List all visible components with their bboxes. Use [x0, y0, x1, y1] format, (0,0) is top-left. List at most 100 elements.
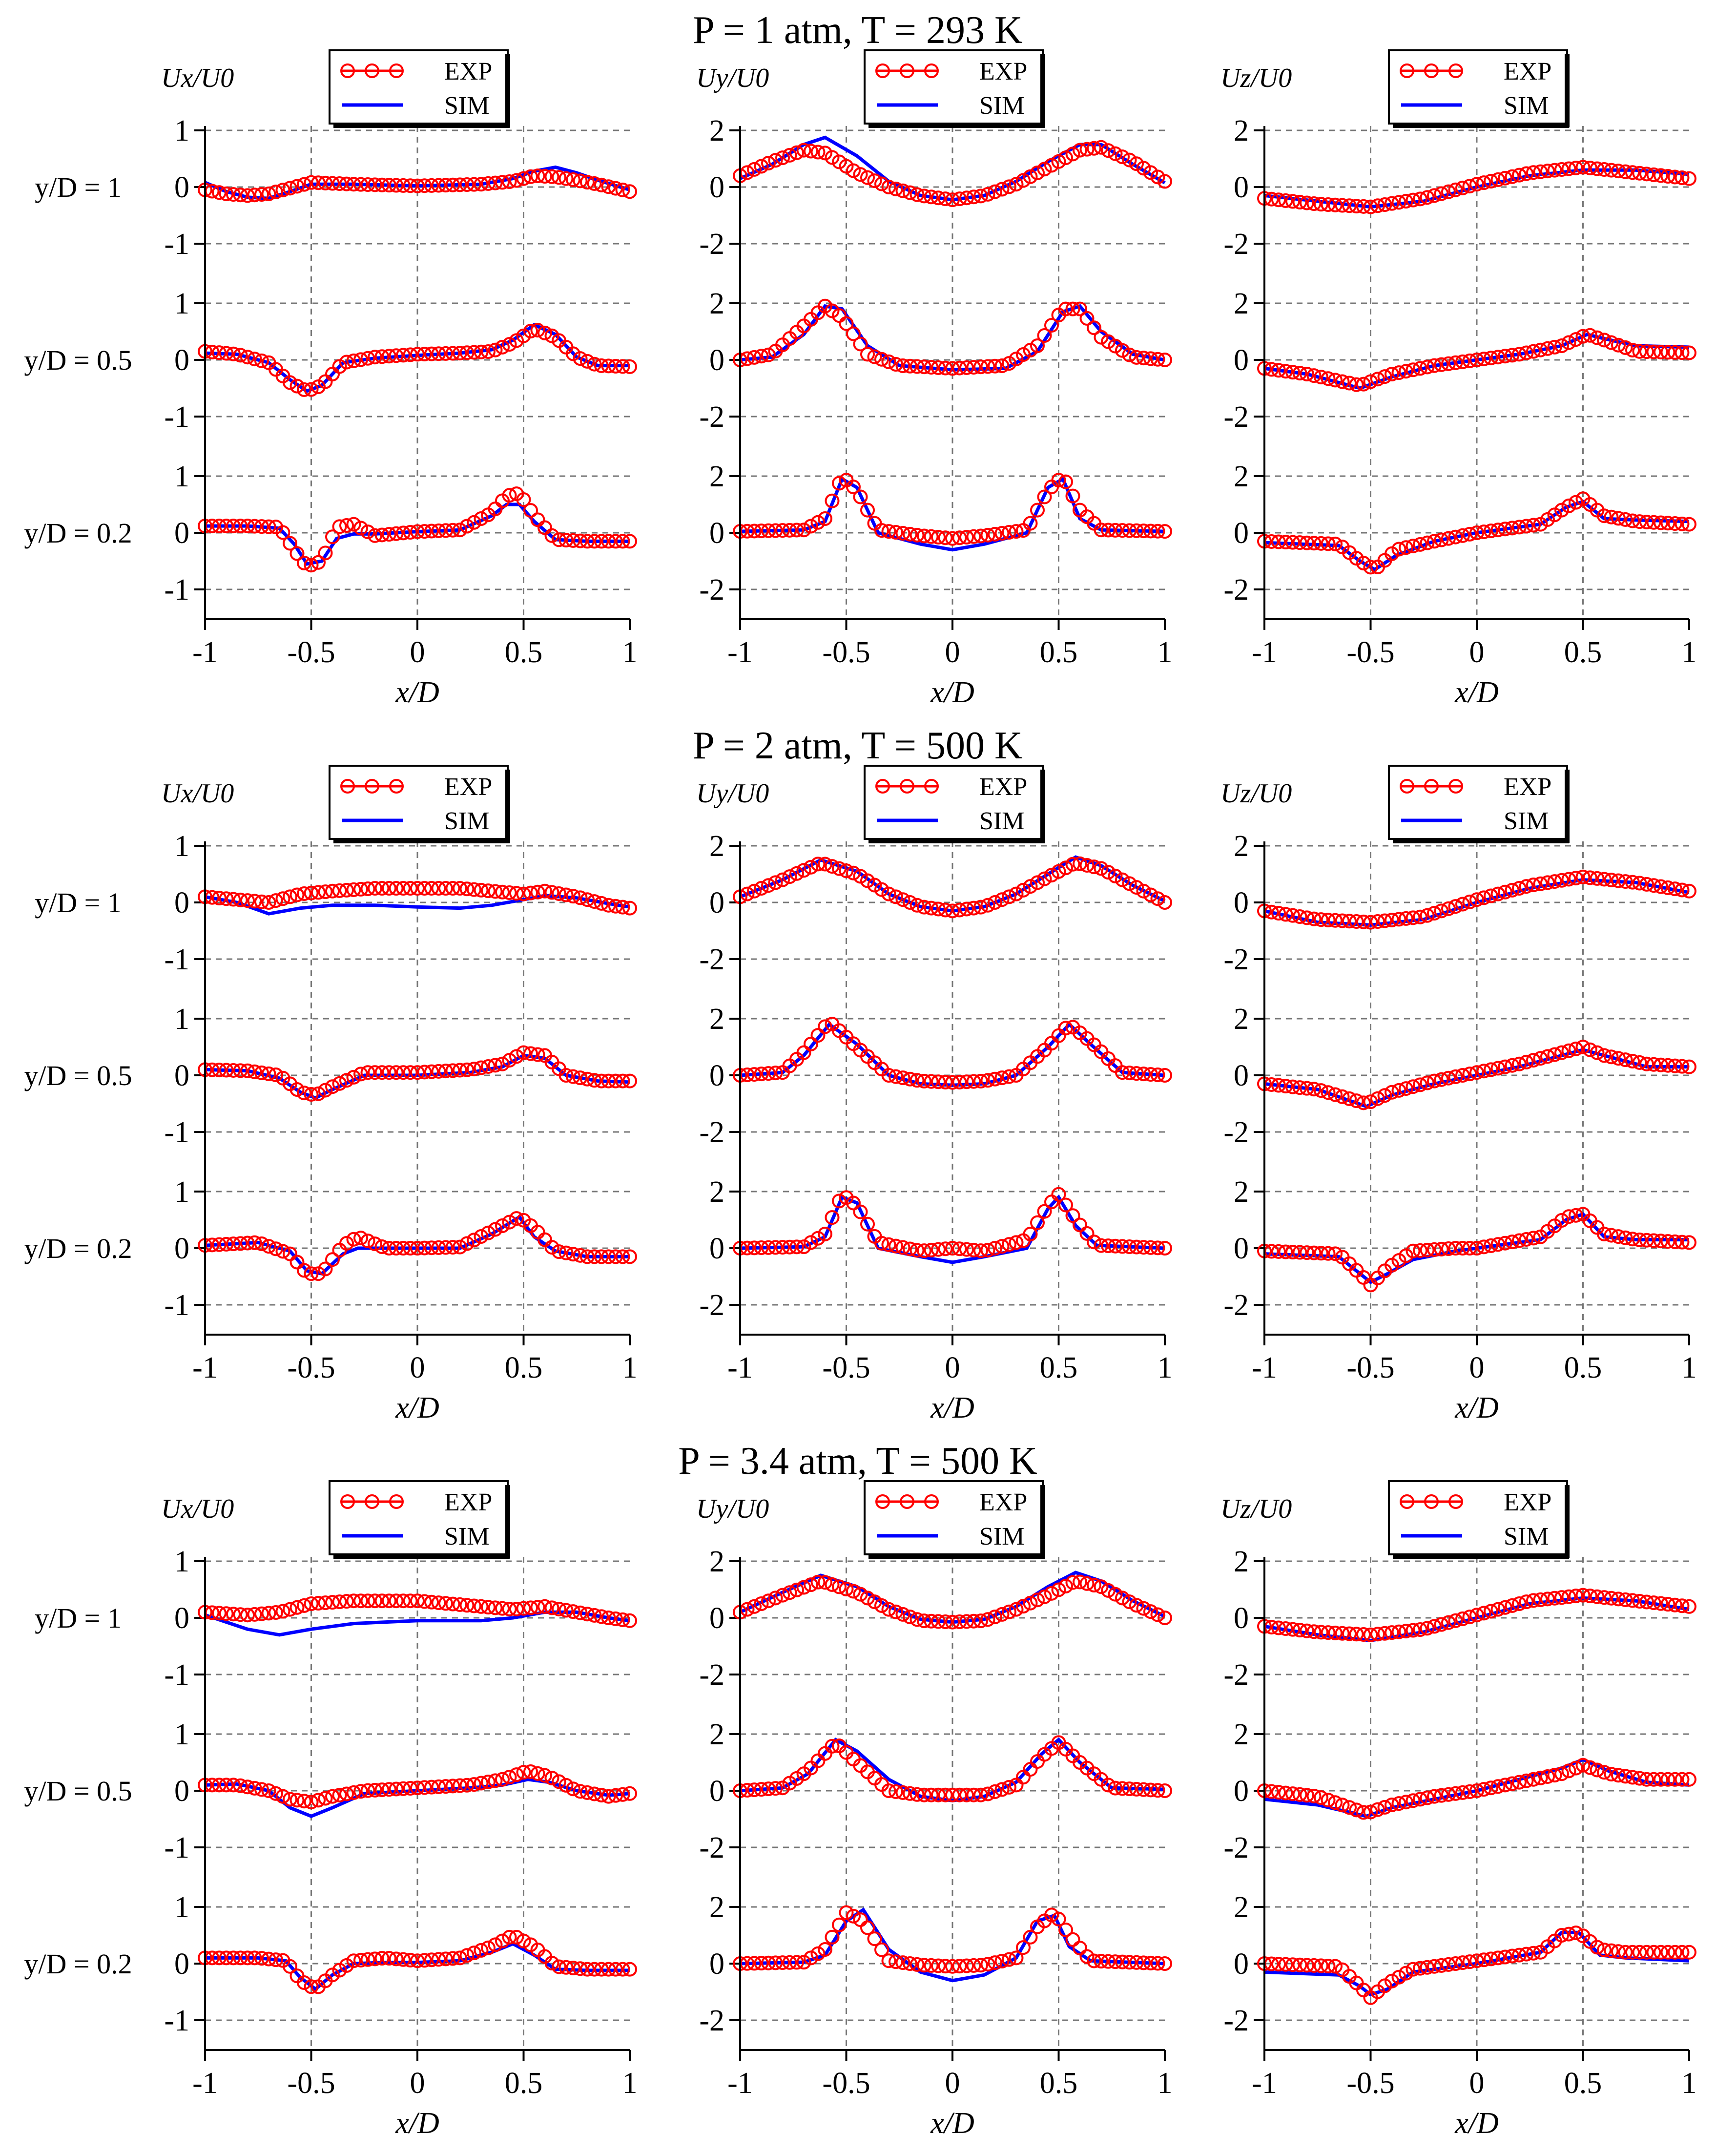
- exp-marker: [424, 881, 439, 896]
- exp-marker: [233, 1950, 248, 1966]
- exp-marker: [594, 358, 609, 373]
- exp-marker: [1115, 523, 1130, 538]
- exp-marker: [895, 1785, 910, 1800]
- exp-marker: [1632, 1945, 1647, 1960]
- y-tick-label: -2: [699, 1289, 724, 1322]
- exp-marker: [1569, 1926, 1583, 1941]
- exp-marker: [1349, 914, 1364, 929]
- exp-marker: [431, 1064, 446, 1079]
- exp-marker: [1328, 1795, 1343, 1810]
- exp-marker: [1037, 1589, 1052, 1604]
- exp-marker: [1420, 1790, 1435, 1805]
- exp-marker: [988, 1071, 1002, 1087]
- panel-group-title: P = 3.4 atm, T = 500 K: [678, 1440, 1037, 1483]
- exp-marker: [283, 536, 297, 551]
- exp-marker: [608, 1962, 623, 1977]
- exp-marker: [1427, 1073, 1442, 1088]
- exp-marker: [538, 883, 552, 899]
- exp-marker: [804, 1577, 818, 1592]
- exp-marker: [1561, 1589, 1576, 1604]
- exp-marker: [261, 1951, 276, 1967]
- exp-marker: [966, 1958, 981, 1973]
- exp-marker: [931, 1958, 946, 1973]
- exp-marker: [1505, 1235, 1520, 1250]
- exp-marker: [1399, 1795, 1413, 1810]
- exp-marker: [945, 1075, 960, 1090]
- exp-marker: [289, 1600, 305, 1615]
- exp-marker: [396, 1952, 411, 1967]
- exp-marker: [1547, 874, 1562, 889]
- exp-marker: [1540, 1591, 1555, 1607]
- exp-marker: [580, 1607, 595, 1622]
- exp-marker: [226, 519, 241, 534]
- exp-marker: [839, 1905, 854, 1920]
- exp-marker: [1108, 1238, 1123, 1254]
- row-label: y/D = 1: [35, 887, 122, 919]
- exp-marker: [509, 1601, 524, 1616]
- exp-marker: [810, 145, 826, 160]
- exp-marker: [382, 1241, 396, 1256]
- exp-marker: [1639, 1056, 1654, 1071]
- exp-marker: [775, 1240, 790, 1255]
- exp-marker: [566, 1961, 580, 1976]
- exp-marker: [980, 1957, 995, 1972]
- exp-marker: [789, 145, 804, 160]
- exp-marker: [1342, 198, 1357, 213]
- exp-marker: [931, 1787, 946, 1802]
- exp-marker: [1427, 358, 1442, 373]
- exp-marker: [903, 1956, 917, 1971]
- exp-marker: [1037, 162, 1052, 177]
- exp-marker: [1604, 1049, 1619, 1065]
- exp-marker: [1490, 350, 1506, 365]
- exp-marker: [1554, 1766, 1569, 1781]
- exp-marker: [1079, 858, 1095, 873]
- exp-marker: [1632, 1232, 1647, 1247]
- exp-marker: [289, 1255, 305, 1270]
- exp-marker: [1385, 196, 1399, 211]
- velocity-component-label: Ux/U0: [161, 63, 234, 93]
- legend-sim-label: SIM: [1504, 92, 1549, 120]
- x-tick-label: 1: [622, 1351, 638, 1384]
- exp-marker: [1498, 1059, 1512, 1074]
- exp-marker: [1448, 899, 1463, 914]
- exp-marker: [523, 1764, 538, 1779]
- exp-marker: [424, 1952, 439, 1968]
- exp-marker: [325, 1079, 340, 1094]
- exp-marker: [594, 1073, 609, 1088]
- exp-marker: [219, 1778, 234, 1793]
- legend-exp-marker: [1424, 779, 1439, 794]
- exp-marker: [1561, 1926, 1576, 1942]
- exp-marker: [502, 1053, 517, 1068]
- exp-marker: [1356, 199, 1371, 214]
- legend-exp-marker: [340, 1494, 355, 1509]
- x-tick-label: 1: [1158, 2067, 1173, 2100]
- exp-marker: [495, 1601, 510, 1616]
- exp-marker: [1044, 1907, 1059, 1923]
- exp-marker: [1561, 335, 1576, 350]
- legend-sim-label: SIM: [444, 92, 489, 120]
- exp-marker: [1448, 1786, 1463, 1801]
- exp-marker: [903, 1610, 917, 1625]
- exp-marker: [438, 346, 453, 361]
- exp-marker: [1030, 338, 1045, 353]
- exp-marker: [1484, 888, 1498, 903]
- exp-marker: [747, 883, 762, 899]
- exp-marker: [1512, 1596, 1527, 1611]
- exp-marker: [1682, 883, 1696, 899]
- exp-marker: [353, 881, 368, 897]
- exp-marker: [261, 1606, 276, 1621]
- y-tick-label: 0: [1234, 171, 1249, 204]
- exp-marker: [1285, 535, 1300, 550]
- x-tick-label: -0.5: [287, 2067, 335, 2100]
- exp-marker: [818, 146, 832, 161]
- exp-marker: [832, 861, 847, 876]
- exp-marker: [1065, 1575, 1080, 1590]
- legend-exp-marker: [365, 779, 379, 794]
- exp-marker: [889, 889, 903, 904]
- exp-marker: [1342, 914, 1357, 929]
- exp-marker: [254, 353, 269, 368]
- exp-marker: [1356, 1095, 1371, 1110]
- exp-marker: [502, 1769, 517, 1784]
- exp-marker: [396, 348, 411, 363]
- exp-marker: [1583, 870, 1597, 885]
